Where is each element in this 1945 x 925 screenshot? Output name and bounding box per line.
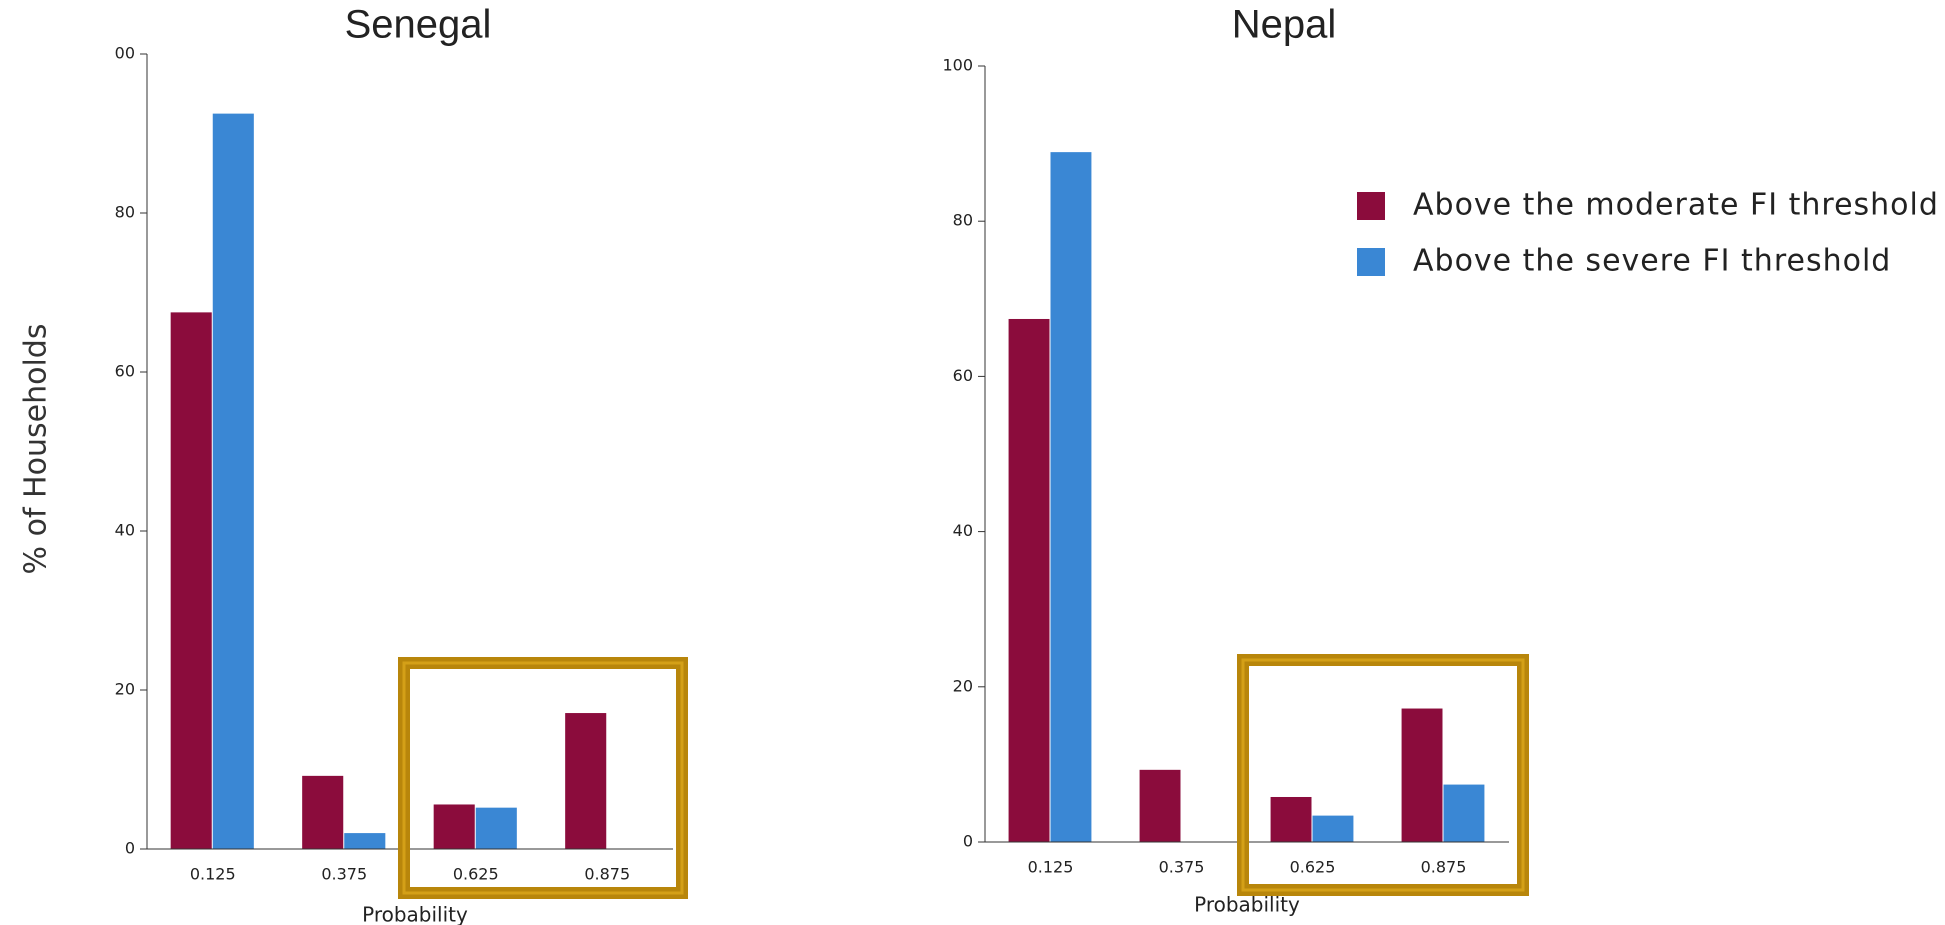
bar: [1270, 796, 1312, 842]
bar: [1139, 769, 1181, 842]
y-tick-label: 00: [115, 44, 135, 63]
x-tick-label: 0.375: [321, 865, 367, 884]
y-tick-label: 60: [953, 366, 973, 385]
bar: [1401, 708, 1443, 842]
bar: [302, 775, 344, 849]
highlight-box: [1237, 654, 1529, 896]
bar: [170, 312, 212, 849]
y-tick-label: 60: [115, 362, 135, 381]
highlight-box: [398, 657, 688, 899]
x-tick-label: 0.125: [1028, 858, 1074, 877]
y-axis-label: % of Households: [19, 324, 54, 575]
bar: [1008, 318, 1050, 842]
bar: [475, 807, 517, 849]
bar: [1312, 815, 1354, 842]
legend-label: Above the moderate FI threshold: [1413, 188, 1939, 223]
bar: [1443, 784, 1485, 842]
x-tick-label: 0.875: [1421, 858, 1467, 877]
y-tick-label: 80: [953, 211, 973, 230]
highlight-box-inner: [1241, 658, 1525, 892]
chart-title: Senegal: [345, 3, 492, 47]
bar: [565, 713, 607, 849]
legend-label: Above the severe FI threshold: [1413, 244, 1891, 279]
legend-swatch: [1357, 192, 1385, 220]
y-tick-label: 20: [953, 676, 973, 695]
bar: [212, 113, 254, 849]
highlight-box-inner: [402, 661, 684, 895]
y-tick-label: 0: [963, 832, 973, 851]
y-tick-label: 100: [942, 56, 973, 75]
bar: [433, 804, 475, 849]
x-tick-label: 0.625: [1290, 858, 1336, 877]
x-axis-label: Probability: [1194, 893, 1300, 917]
y-tick-label: 0: [125, 839, 135, 858]
x-tick-label: 0.375: [1159, 858, 1205, 877]
y-tick-label: 40: [115, 521, 135, 540]
x-tick-label: 0.125: [190, 865, 236, 884]
y-tick-label: 40: [953, 521, 973, 540]
legend-swatch: [1357, 248, 1385, 276]
chart-title: Nepal: [1232, 3, 1337, 47]
bar: [344, 833, 386, 849]
y-tick-label: 20: [115, 680, 135, 699]
x-axis-label: Probability: [362, 903, 468, 925]
x-tick-label: 0.875: [584, 865, 630, 884]
y-tick-label: 80: [115, 203, 135, 222]
bar: [1050, 152, 1092, 843]
x-tick-label: 0.625: [453, 865, 499, 884]
